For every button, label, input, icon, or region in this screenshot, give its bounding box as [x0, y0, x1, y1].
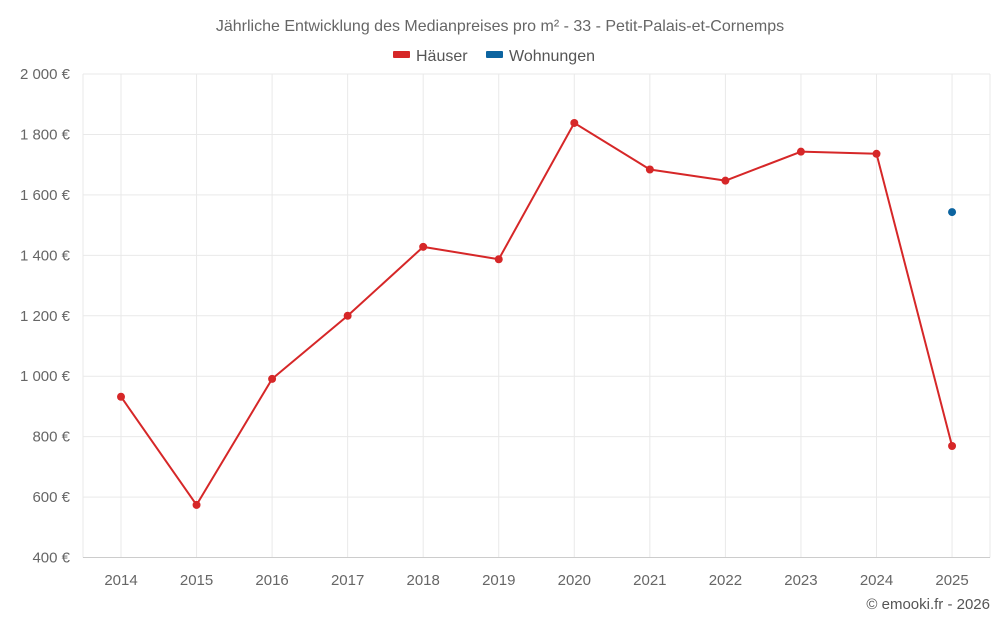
x-tick-label: 2020	[558, 572, 591, 589]
y-axis-ticks: 400 € 600 € 800 € 1 000 € 1 200 € 1 400 € 1 60…	[20, 66, 71, 567]
legend-swatch-icon	[393, 51, 410, 58]
series-layer	[117, 118, 957, 509]
series-wohnungen	[948, 208, 957, 217]
x-tick-label: 2021	[633, 572, 666, 589]
x-tick-label: 2024	[860, 572, 893, 589]
y-tick-label: 1 600 €	[20, 187, 71, 204]
data-point[interactable]	[948, 441, 957, 450]
y-tick-label: 400 €	[32, 550, 70, 567]
chart-title: Jährliche Entwicklung des Medianpreises …	[216, 18, 784, 35]
data-point[interactable]	[645, 165, 654, 174]
horizontal-gridlines	[83, 73, 990, 498]
y-tick-label: 600 €	[32, 489, 70, 506]
x-tick-label: 2019	[482, 572, 515, 589]
y-tick-label: 1 000 €	[20, 368, 71, 385]
data-point[interactable]	[117, 392, 125, 401]
legend-item-häuser[interactable]: Häuser	[393, 48, 468, 65]
credit-text: © emooki.fr - 2026	[866, 596, 990, 613]
y-tick-label: 2 000 €	[20, 66, 71, 83]
data-point[interactable]	[872, 149, 881, 158]
x-tick-label: 2018	[407, 572, 440, 589]
x-tick-label: 2025	[935, 572, 968, 589]
legend-label: Wohnungen	[509, 48, 595, 65]
legend-label: Häuser	[416, 48, 468, 65]
y-tick-label: 800 €	[32, 429, 70, 446]
legend: Häuser Wohnungen	[393, 48, 595, 65]
data-point[interactable]	[796, 147, 805, 156]
data-point[interactable]	[268, 374, 277, 383]
data-point[interactable]	[721, 176, 730, 185]
series-line	[120, 121, 954, 506]
data-point[interactable]	[419, 242, 428, 251]
data-point[interactable]	[494, 255, 503, 264]
data-point[interactable]	[192, 500, 201, 509]
x-tick-label: 2014	[104, 572, 137, 589]
data-point[interactable]	[948, 208, 957, 217]
series-häuser	[117, 118, 957, 509]
x-tick-label: 2017	[331, 572, 364, 589]
legend-item-wohnungen[interactable]: Wohnungen	[486, 48, 595, 65]
x-axis-ticks: 2014 2015 2016 2017 2018 2019 2020 2021 2022 2023…	[104, 572, 968, 589]
x-tick-label: 2022	[709, 572, 742, 589]
y-tick-label: 1 200 €	[20, 308, 71, 325]
data-point[interactable]	[343, 311, 352, 320]
y-tick-label: 1 400 €	[20, 247, 71, 264]
y-tick-label: 1 800 €	[20, 126, 71, 143]
x-tick-label: 2016	[255, 572, 288, 589]
x-tick-label: 2015	[180, 572, 213, 589]
x-tick-label: 2023	[784, 572, 817, 589]
data-point[interactable]	[570, 118, 579, 127]
legend-swatch-icon	[486, 51, 503, 58]
